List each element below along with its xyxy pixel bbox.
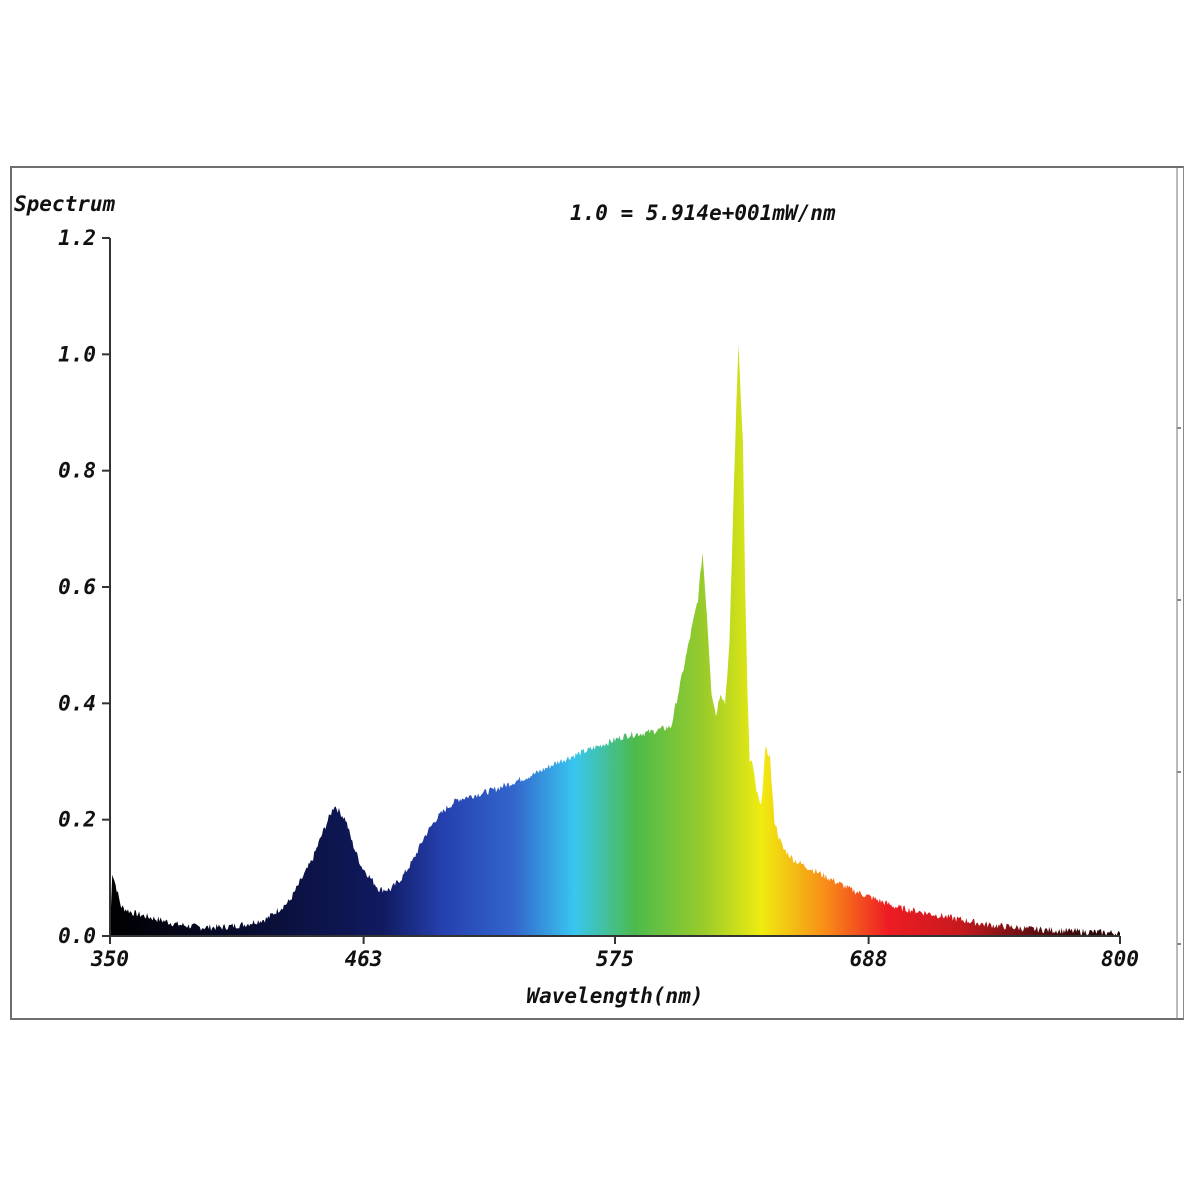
x-axis-title: Wavelength(nm) bbox=[526, 984, 703, 1008]
spectrum-chart: 0.0 0.2 0.4 0.6 0.8 1.0 1.2 350 463 575 688 800 Spe… bbox=[14, 168, 1181, 1018]
y-tick-label: 0.0 bbox=[58, 924, 96, 948]
y-tick-label: 0.8 bbox=[58, 459, 96, 483]
y-tick-label: 1.2 bbox=[58, 226, 96, 250]
scale-annotation: 1.0 = 5.914e+001mW/nm bbox=[570, 201, 836, 225]
plot-area: 0.0 0.2 0.4 0.6 0.8 1.0 1.2 350 463 575 688 800 bbox=[58, 168, 1181, 1018]
x-tick-label: 463 bbox=[345, 947, 383, 971]
spectrum-area bbox=[110, 344, 1120, 936]
y-axis-title: Spectrum bbox=[14, 192, 116, 216]
tick-group: 0.0 0.2 0.4 0.6 0.8 1.0 1.2 350 463 575 688 800 bbox=[58, 226, 1181, 971]
chart-frame: 0.0 0.2 0.4 0.6 0.8 1.0 1.2 350 463 575 688 800 Spe… bbox=[10, 166, 1184, 1020]
y-tick-label: 1.0 bbox=[58, 342, 96, 366]
y-tick-label: 0.2 bbox=[58, 808, 96, 832]
x-tick-label: 800 bbox=[1101, 947, 1139, 971]
x-tick-label: 688 bbox=[850, 947, 888, 971]
y-tick-label: 0.6 bbox=[58, 575, 96, 599]
x-tick-label: 575 bbox=[596, 947, 634, 971]
x-tick-label: 350 bbox=[90, 947, 129, 971]
y-tick-label: 0.4 bbox=[58, 691, 96, 715]
